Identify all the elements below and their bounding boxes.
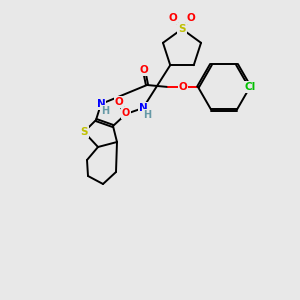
Text: O: O — [169, 13, 177, 23]
Text: O: O — [187, 13, 195, 23]
Text: O: O — [140, 65, 148, 75]
Text: N: N — [97, 99, 105, 109]
Text: N: N — [139, 103, 147, 113]
Text: S: S — [178, 24, 186, 34]
Text: H: H — [143, 110, 151, 120]
Text: O: O — [178, 82, 188, 92]
Text: S: S — [80, 127, 88, 137]
Text: Cl: Cl — [244, 82, 256, 92]
Text: O: O — [122, 108, 130, 118]
Text: O: O — [115, 97, 123, 107]
Text: H: H — [101, 106, 109, 116]
